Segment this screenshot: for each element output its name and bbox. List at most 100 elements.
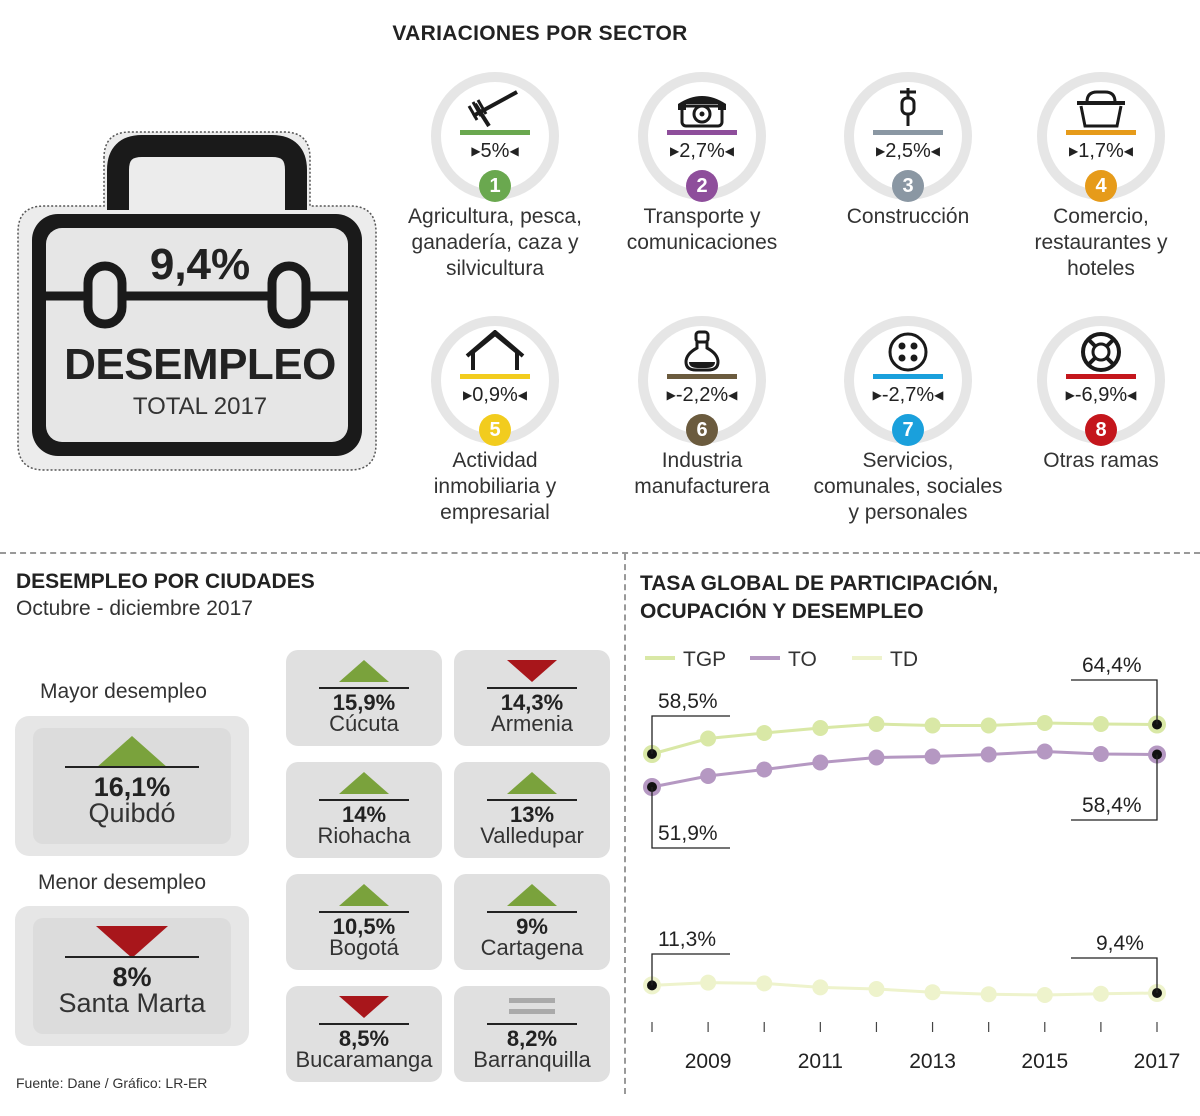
data-point bbox=[1092, 985, 1109, 1002]
data-point bbox=[868, 716, 885, 732]
sector-name-line: hoteles bbox=[1067, 257, 1135, 280]
annotation-label: 9,4% bbox=[1096, 932, 1144, 955]
chart-title-line: OCUPACIÓN Y DESEMPLEO bbox=[640, 600, 924, 623]
data-point bbox=[756, 975, 773, 992]
sector-name-line: silvicultura bbox=[445, 257, 545, 280]
annotation-label: 58,5% bbox=[658, 690, 718, 713]
sector-color-bar bbox=[460, 130, 530, 135]
city-value: 14% bbox=[341, 802, 387, 827]
city-name: Cartagena bbox=[480, 935, 584, 960]
triangle-left-icon: ◀ bbox=[1127, 388, 1137, 402]
data-point bbox=[868, 749, 885, 766]
data-point bbox=[756, 761, 773, 778]
city-rule bbox=[319, 687, 409, 689]
button-icon bbox=[888, 332, 928, 372]
cities-subtitle: Octubre - diciembre 2017 bbox=[16, 597, 253, 620]
data-point bbox=[1036, 715, 1053, 731]
highest-city-card: 16,1% Quibdó bbox=[15, 716, 249, 856]
sector-number-badge: 1 bbox=[479, 170, 511, 202]
city-name: Barranquilla bbox=[473, 1047, 591, 1072]
sector-value-text: 5% bbox=[480, 140, 510, 162]
sector-name-line: comunicaciones bbox=[626, 231, 778, 254]
data-point bbox=[980, 986, 997, 1003]
sector-color-bar bbox=[873, 130, 943, 135]
sector-value: ▶2,7%◀ bbox=[657, 140, 747, 163]
data-point bbox=[647, 980, 657, 991]
sector-name-line: ganadería, caza y bbox=[411, 231, 579, 254]
series-td bbox=[643, 974, 1166, 1003]
telephone-icon bbox=[678, 96, 726, 128]
chart-legend: TGP TO TD bbox=[645, 648, 918, 671]
sector-name: Servicios, comunales, sociales y personale… bbox=[793, 448, 1023, 526]
sector-value-text: 0,9% bbox=[472, 384, 518, 406]
city-value: 8,2% bbox=[506, 1026, 558, 1051]
highest-label: Mayor desempleo bbox=[40, 680, 207, 703]
sector-value: ▶0,9%◀ bbox=[450, 384, 540, 407]
data-point bbox=[756, 725, 773, 741]
sector-name-line: Comercio, bbox=[1053, 205, 1149, 228]
sector-name: Transporte y comunicaciones bbox=[587, 204, 817, 256]
annotation-label: 58,4% bbox=[1082, 794, 1142, 817]
sector-number-badge: 5 bbox=[479, 414, 511, 446]
data-point bbox=[924, 984, 941, 1001]
data-point bbox=[924, 748, 941, 765]
sector-color-bar bbox=[667, 130, 737, 135]
legend-label: TD bbox=[890, 648, 918, 671]
sector-name-line: manufacturera bbox=[634, 475, 770, 498]
sector-number-badge: 2 bbox=[686, 170, 718, 202]
data-point bbox=[924, 717, 941, 734]
sector-name: Comercio, restaurantes y hoteles bbox=[986, 204, 1200, 282]
city-rule bbox=[319, 911, 409, 913]
sector-card: ▶2,7%◀ 2 Transporte y comunicaciones bbox=[587, 72, 817, 312]
chart-title: TASA GLOBAL DE PARTICIPACIÓN, OCUPACIÓN … bbox=[640, 570, 998, 626]
triangle-right-icon: ▶ bbox=[872, 388, 882, 402]
data-point bbox=[700, 730, 717, 747]
lowest-city-card: 8% Santa Marta bbox=[15, 906, 249, 1046]
data-point bbox=[1036, 743, 1053, 760]
triangle-right-icon: ▶ bbox=[471, 144, 481, 158]
data-point bbox=[700, 974, 717, 991]
annotation-label: 11,3% bbox=[658, 928, 716, 951]
legend-label: TO bbox=[788, 648, 817, 671]
data-point bbox=[1092, 716, 1109, 732]
sector-color-bar bbox=[873, 374, 943, 379]
sector-card: ▶-2,7%◀ 7 Servicios, comunales, sociales y p… bbox=[793, 316, 1023, 556]
down-arrow-icon bbox=[339, 996, 389, 1018]
sector-number-badge: 8 bbox=[1085, 414, 1117, 446]
annotation-leader bbox=[1071, 679, 1158, 725]
sector-section-title: VARIACIONES POR SECTOR bbox=[392, 22, 688, 45]
chart-title-line: TASA GLOBAL DE PARTICIPACIÓN, bbox=[640, 572, 999, 595]
triangle-left-icon: ◀ bbox=[930, 144, 941, 158]
triangle-right-icon: ▶ bbox=[1065, 388, 1075, 402]
annotation-leader bbox=[651, 715, 730, 754]
annotation-leader bbox=[651, 953, 730, 986]
chart-annotations: 58,5% 64,4% 51,9% 58,4% 11,3% 9,4% bbox=[651, 654, 1158, 993]
city-rule bbox=[487, 911, 577, 913]
city-name: Bogotá bbox=[329, 935, 399, 960]
sector-color-bar bbox=[1066, 374, 1136, 379]
sector-name: Industria manufacturera bbox=[587, 448, 817, 500]
city-rule bbox=[487, 1023, 577, 1025]
data-point bbox=[980, 746, 997, 763]
sector-number-badge: 3 bbox=[892, 170, 924, 202]
data-point bbox=[1036, 987, 1053, 1003]
x-tick-label: 2013 bbox=[909, 1050, 956, 1073]
city-card: 8,5% Bucaramanga bbox=[286, 986, 442, 1082]
triangle-left-icon: ◀ bbox=[1123, 144, 1134, 158]
sector-name-line: Actividad bbox=[452, 449, 538, 472]
city-value: 13% bbox=[509, 802, 555, 827]
lowest-label: Menor desempleo bbox=[38, 871, 207, 894]
sector-name-line: Otras ramas bbox=[1043, 449, 1159, 472]
equal-icon bbox=[509, 998, 555, 1014]
city-name: Valledupar bbox=[480, 823, 584, 848]
sector-name-line: inmobiliaria y bbox=[433, 475, 557, 498]
series-line bbox=[651, 981, 1158, 997]
sector-name-line: empresarial bbox=[440, 501, 550, 524]
sector-name-line: Industria bbox=[661, 449, 743, 472]
triangle-right-icon: ▶ bbox=[666, 388, 676, 402]
briefcase-icon bbox=[17, 131, 377, 471]
city-card: 13% Valledupar bbox=[454, 762, 610, 858]
lowest-value: 8% bbox=[112, 962, 152, 992]
triangle-left-icon: ◀ bbox=[724, 144, 735, 158]
city-card: 8,2% Barranquilla bbox=[454, 986, 610, 1082]
